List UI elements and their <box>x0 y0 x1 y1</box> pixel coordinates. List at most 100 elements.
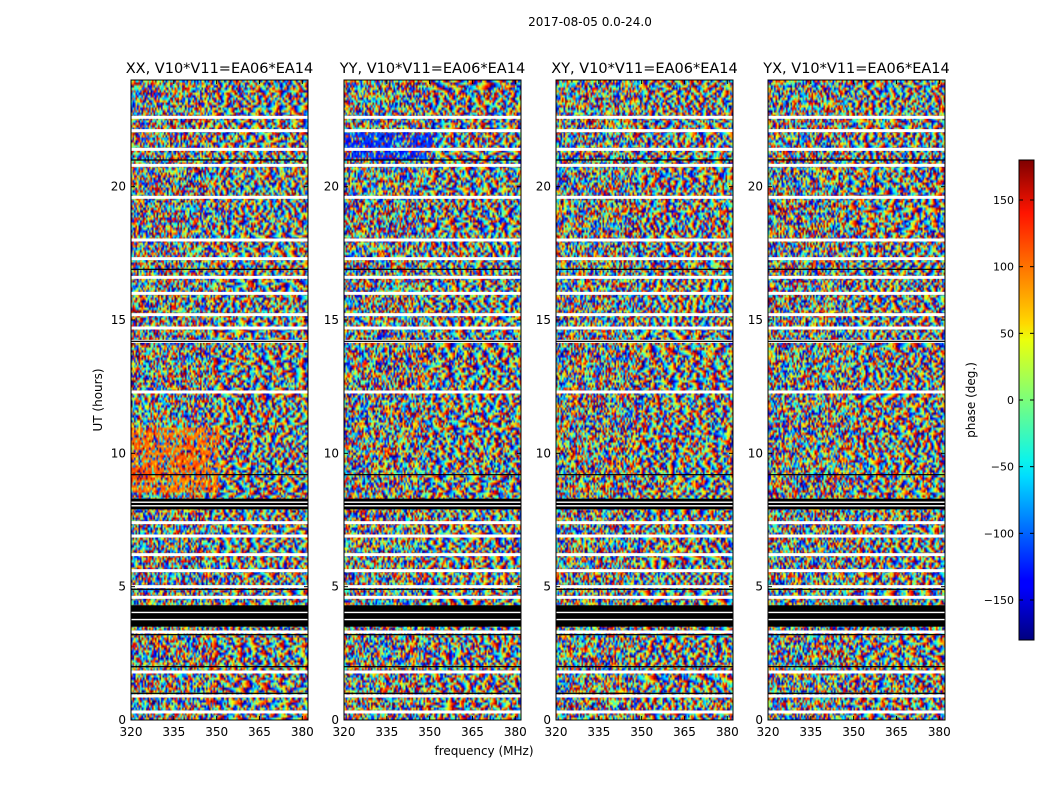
panel-yx: YX, V10*V11=EA06*EA14 320 335 350 365 380 0 5 10… <box>748 61 951 739</box>
flagged-gap <box>344 195 521 199</box>
x-tick-label: 380 <box>291 725 314 739</box>
y-axis-label: UT (hours) <box>91 368 105 431</box>
flagged-gap <box>131 595 308 599</box>
flagged-gap <box>768 257 945 261</box>
flagged-block <box>344 605 521 627</box>
x-tick-label: 380 <box>928 725 951 739</box>
zero-line <box>556 268 733 270</box>
flagged-gap <box>768 313 945 317</box>
x-tick-label: 320 <box>757 725 780 739</box>
colorbar-tick-label: −50 <box>991 461 1014 474</box>
flagged-gap <box>131 238 308 242</box>
zero-line <box>344 666 521 668</box>
flagged-block <box>556 498 733 510</box>
y-tick-label: 5 <box>755 580 763 594</box>
flagged-block <box>131 605 308 627</box>
zero-line <box>344 340 521 342</box>
x-tick-label: 350 <box>630 725 653 739</box>
flagged-gap <box>768 129 945 133</box>
panel-xy: XY, V10*V11=EA06*EA14 320 335 350 365 380 0 5 10… <box>536 61 739 739</box>
colorbar-label: phase (deg.) <box>964 362 978 438</box>
flagged-gap <box>131 630 308 634</box>
flagged-gap <box>768 670 945 674</box>
flagged-gap <box>556 163 733 167</box>
zero-line <box>556 666 733 668</box>
colorbar-tick-label: −100 <box>984 527 1014 540</box>
y-tick-label: 5 <box>118 580 126 594</box>
flagged-gap <box>556 115 733 119</box>
flagged-block-stripe <box>556 618 733 621</box>
zero-line <box>556 588 733 590</box>
zero-line <box>768 666 945 668</box>
flagged-block-stripe <box>131 501 308 503</box>
panel-title: XX, V10*V11=EA06*EA14 <box>126 61 314 77</box>
zero-line <box>344 634 521 636</box>
flagged-block-stripe <box>131 611 308 614</box>
flagged-gap <box>768 195 945 199</box>
zero-line <box>131 666 308 668</box>
panel-frame <box>130 79 309 721</box>
zero-line <box>344 268 521 270</box>
y-tick-label: 15 <box>748 313 763 327</box>
y-tick-label: 5 <box>543 580 551 594</box>
colorbar-tick-label: 50 <box>1000 327 1014 340</box>
flagged-gap <box>344 553 521 557</box>
flagged-block-stripe <box>131 505 308 507</box>
flagged-gap <box>768 147 945 151</box>
flagged-gap <box>768 585 945 589</box>
flagged-gap <box>556 147 733 151</box>
flagged-gap <box>556 238 733 242</box>
zero-line <box>131 692 308 694</box>
flagged-gap <box>131 313 308 317</box>
panel-frame <box>343 79 522 721</box>
panel-title: YY, V10*V11=EA06*EA14 <box>339 61 525 77</box>
flagged-gap <box>768 534 945 538</box>
flagged-gap <box>556 585 733 589</box>
zero-line <box>131 474 308 476</box>
flagged-block-stripe <box>768 611 945 614</box>
y-tick-label: 15 <box>536 313 551 327</box>
flagged-gap <box>344 670 521 674</box>
flagged-gap <box>131 326 308 330</box>
y-tick-label: 0 <box>118 713 126 727</box>
flagged-block <box>131 498 308 510</box>
flagged-gap <box>556 595 733 599</box>
y-tick-label: 0 <box>331 713 339 727</box>
flagged-gap <box>131 521 308 525</box>
x-tick-label: 365 <box>673 725 696 739</box>
x-tick-label: 350 <box>418 725 441 739</box>
flagged-gap <box>131 129 308 133</box>
zero-line <box>344 474 521 476</box>
zero-line <box>768 634 945 636</box>
flagged-gap <box>768 326 945 330</box>
flagged-gap <box>556 313 733 317</box>
flagged-gap <box>344 710 521 714</box>
flagged-gap <box>556 553 733 557</box>
flagged-block <box>344 498 521 510</box>
zero-line <box>556 474 733 476</box>
flagged-gap <box>131 534 308 538</box>
zero-line <box>556 634 733 636</box>
flagged-gap <box>556 694 733 698</box>
panel-frame <box>767 79 946 721</box>
flagged-gap <box>768 521 945 525</box>
colorbar-tick-label: −150 <box>984 594 1014 607</box>
flagged-gap <box>131 585 308 589</box>
colorbar-ticks: 150 100 50 0 −50 −100 −150 <box>984 194 1034 607</box>
y-tick-label: 20 <box>324 180 339 194</box>
flagged-block <box>768 498 945 510</box>
figure-suptitle: 2017-08-05 0.0-24.0 <box>528 15 652 29</box>
x-tick-label: 365 <box>461 725 484 739</box>
flagged-gap <box>344 694 521 698</box>
flagged-gap <box>131 163 308 167</box>
zero-line <box>768 588 945 590</box>
zero-line <box>768 474 945 476</box>
panel-title: YX, V10*V11=EA06*EA14 <box>762 61 949 77</box>
flagged-block <box>768 605 945 627</box>
zero-line <box>768 692 945 694</box>
flagged-gap <box>344 585 521 589</box>
y-tick-label: 0 <box>755 713 763 727</box>
x-tick-label: 320 <box>120 725 143 739</box>
flagged-gap <box>344 630 521 634</box>
